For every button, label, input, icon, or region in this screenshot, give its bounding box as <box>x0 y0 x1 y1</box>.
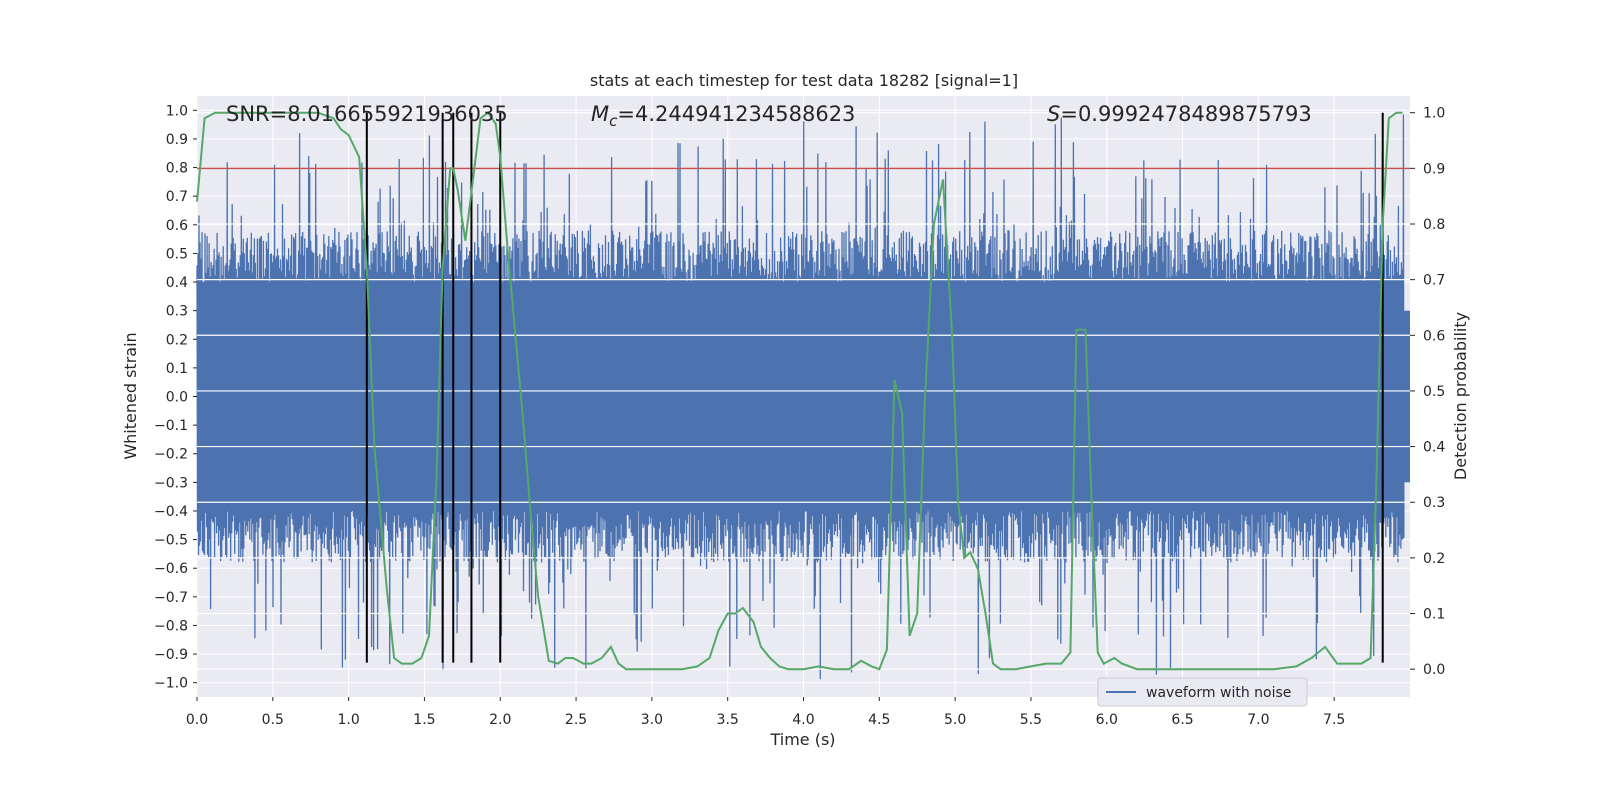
y-tick-label: −0.3 <box>154 475 188 491</box>
x-tick-label: 7.0 <box>1247 712 1269 728</box>
y-tick-label: −0.7 <box>154 590 188 606</box>
x-tick-label: 2.5 <box>565 712 587 728</box>
x-axis-label: Time (s) <box>769 730 835 749</box>
s-value: =0.9992478489875793 <box>1060 102 1311 126</box>
x-tick-label: 6.0 <box>1096 712 1118 728</box>
y2-axis-label: Detection probability <box>1451 312 1470 480</box>
y2-tick-label: 0.9 <box>1423 161 1445 177</box>
legend: waveform with noise <box>1097 677 1308 707</box>
y-tick-label: 0.0 <box>166 390 188 406</box>
y2-tick-label: 0.7 <box>1423 273 1445 289</box>
mc-value: =4.244941234588623 <box>617 102 855 126</box>
y2-tick-label: 0.0 <box>1423 662 1445 678</box>
x-tick-label: 0.5 <box>262 712 284 728</box>
legend-box <box>1097 677 1308 707</box>
waveform-series <box>196 114 1410 680</box>
y2-tick-label: 0.3 <box>1423 495 1445 511</box>
y-tick-label: 1.0 <box>166 103 188 119</box>
y-tick-label: 0.4 <box>166 275 188 291</box>
probability-series <box>196 111 1403 671</box>
x-tick-label: 5.5 <box>1020 712 1042 728</box>
x-tick-label: 4.5 <box>868 712 890 728</box>
snr-annotation: SNR=8.016655921936035 <box>226 102 508 126</box>
x-tick-label: 3.0 <box>641 712 663 728</box>
y-tick-label: 0.8 <box>166 161 188 177</box>
chart-title: stats at each timestep for test data 182… <box>590 71 1018 90</box>
probability-line <box>196 111 1403 671</box>
mc-subscript: c <box>609 112 618 130</box>
y2-tick-label: 1.0 <box>1423 106 1445 122</box>
event-lines <box>365 112 1384 663</box>
x-tick-label: 5.0 <box>944 712 966 728</box>
y-tick-label: −0.5 <box>154 533 188 549</box>
y2-tick-labels: 1.0 0.9 0.8 0.7 0.6 0.5 0.4 0.3 0.2 0.1 0.0 <box>1410 106 1445 678</box>
y-tick-labels: 1.0 0.9 0.8 0.7 0.6 0.5 0.4 0.3 0.2 0.1 0.0 −0.1 −0.… <box>154 103 197 692</box>
y-tick-label: −0.1 <box>154 418 188 434</box>
waveform-core <box>197 310 1410 483</box>
legend-label-waveform: waveform with noise <box>1146 685 1291 701</box>
x-tick-labels: 0.0 0.5 1.0 1.5 2.0 2.5 3.0 3.5 4.0 4.5 5.0 5.5 6.0 6… <box>186 697 1345 728</box>
y-tick-label: −0.4 <box>154 504 188 520</box>
x-tick-label: 6.5 <box>1171 712 1193 728</box>
x-tick-label: 0.0 <box>186 712 208 728</box>
mc-symbol: M <box>591 102 609 126</box>
y2-tick-label: 0.1 <box>1423 607 1445 623</box>
y-tick-label: 0.9 <box>166 132 188 148</box>
y2-tick-label: 0.2 <box>1423 551 1445 567</box>
s-symbol: S <box>1047 102 1060 126</box>
y2-tick-label: 0.5 <box>1423 384 1445 400</box>
y-tick-label: −0.2 <box>154 447 188 463</box>
x-tick-label: 1.5 <box>413 712 435 728</box>
x-tick-label: 4.0 <box>792 712 814 728</box>
chirp-mass-annotation: Mc=4.244941234588623 <box>591 102 855 130</box>
x-tick-label: 1.0 <box>337 712 359 728</box>
y2-tick-label: 0.6 <box>1423 328 1445 344</box>
y2-tick-label: 0.8 <box>1423 217 1445 233</box>
x-tick-label: 7.5 <box>1323 712 1345 728</box>
y-tick-label: −1.0 <box>154 676 188 692</box>
s-annotation: S=0.9992478489875793 <box>1047 102 1312 126</box>
y-tick-label: 0.3 <box>166 304 188 320</box>
y-tick-label: −0.8 <box>154 618 188 634</box>
y-axis-label: Whitened strain <box>121 332 140 459</box>
y-tick-label: 0.5 <box>166 246 188 262</box>
y-tick-label: 0.2 <box>166 332 188 348</box>
y-tick-label: −0.6 <box>154 561 188 577</box>
y-tick-label: 0.6 <box>166 218 188 234</box>
y-tick-label: 0.7 <box>166 189 188 205</box>
y-tick-label: 0.1 <box>166 361 188 377</box>
x-tick-label: 3.5 <box>717 712 739 728</box>
x-tick-label: 2.0 <box>489 712 511 728</box>
y2-tick-label: 0.4 <box>1423 440 1445 456</box>
y-tick-label: −0.9 <box>154 647 188 663</box>
